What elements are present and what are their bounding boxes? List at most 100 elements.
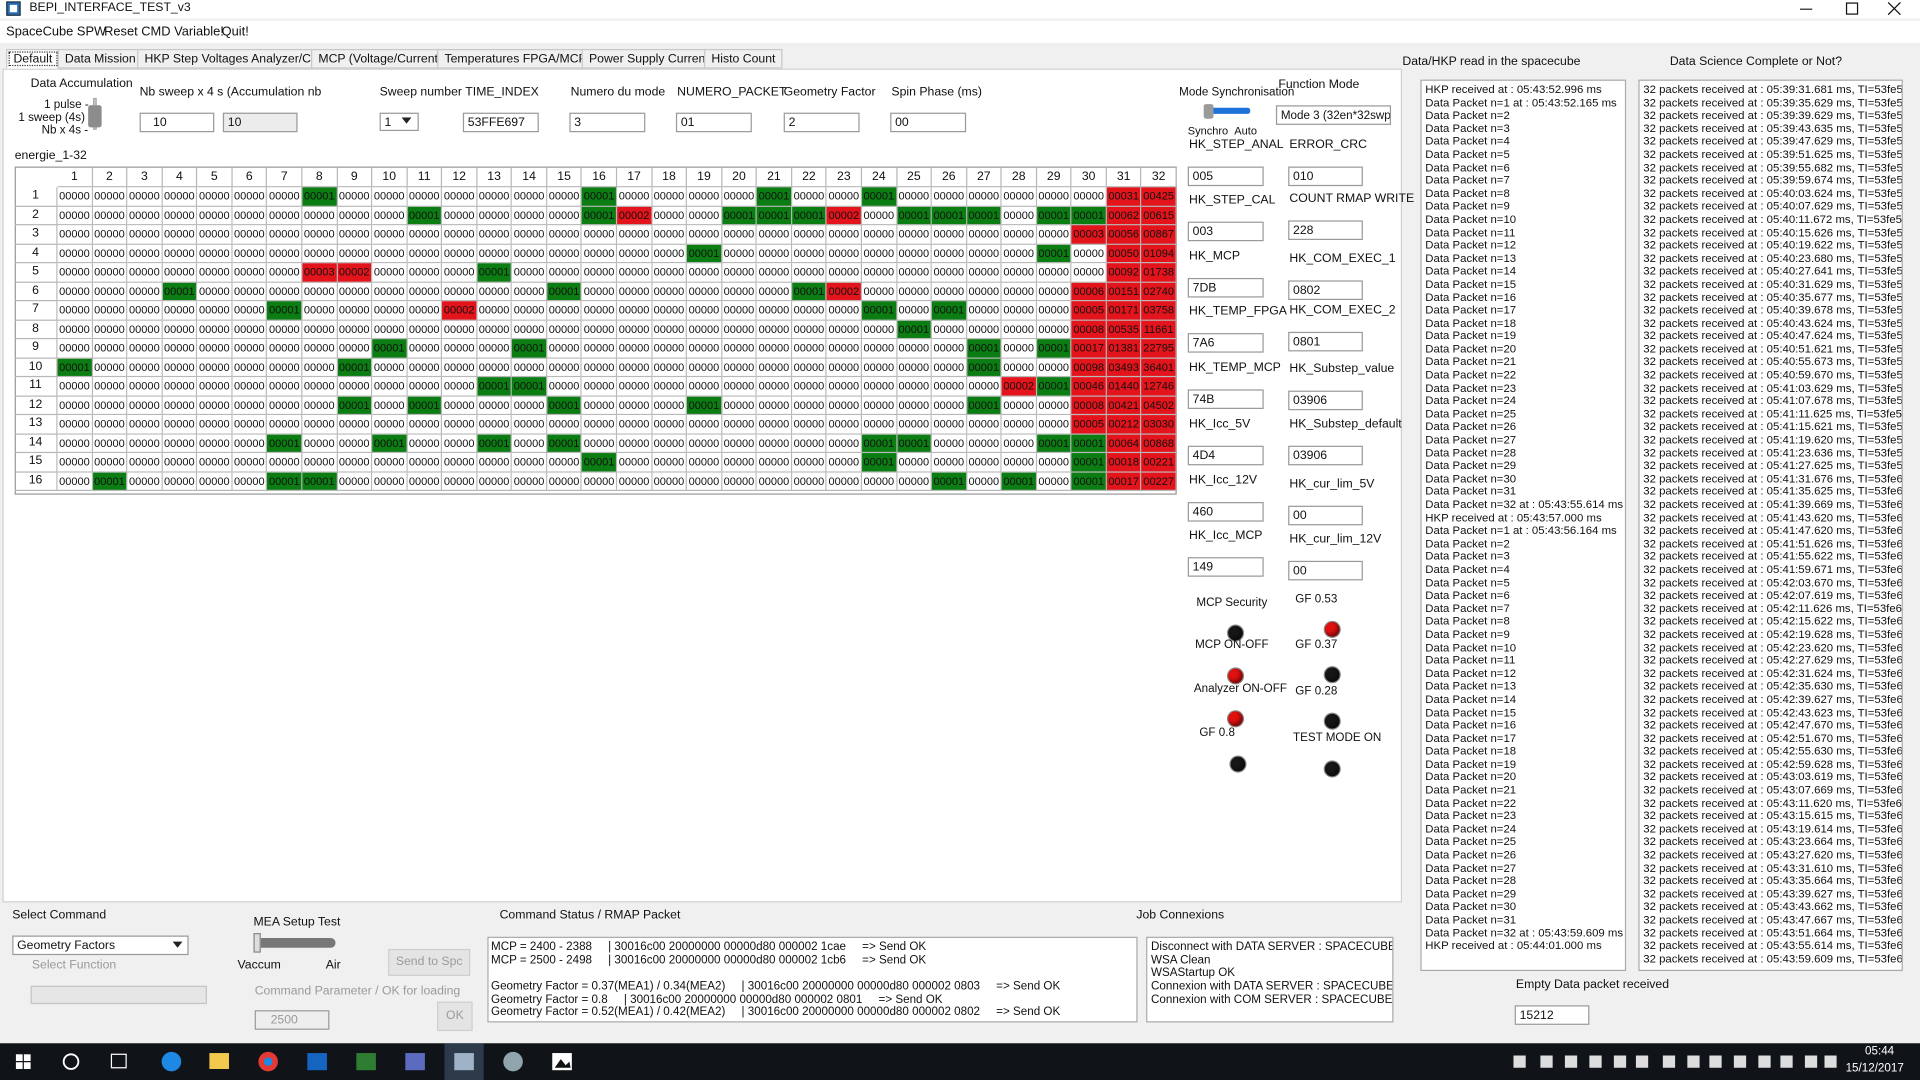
column-header: 23 — [826, 167, 862, 188]
table-cell: 00000 — [792, 377, 827, 397]
column-header: 27 — [966, 167, 1002, 188]
tab[interactable]: Default — [6, 48, 60, 69]
button[interactable]: Send to Spc — [388, 948, 471, 976]
log-line: 32 packets received at : 05:43:39.627 ms… — [1643, 887, 1903, 900]
tray-icons[interactable] — [1506, 1043, 1837, 1080]
log-line: Data Packet n=18 — [1425, 316, 1517, 330]
label: Select Command — [12, 908, 107, 923]
table-cell: 00000 — [652, 206, 688, 226]
combo-disabled — [30, 985, 207, 1005]
table-cell: 00000 — [372, 396, 408, 416]
field-value[interactable]: 53FFE697 — [462, 112, 539, 133]
spinner[interactable]: 10 — [139, 112, 215, 133]
table-cell: 12746 — [1141, 377, 1177, 397]
tab[interactable]: MCP (Voltage/Current) — [311, 48, 450, 69]
outlook[interactable] — [307, 1053, 327, 1071]
table-cell: 00000 — [302, 377, 338, 397]
tab[interactable]: Power Supply Current — [581, 48, 717, 69]
table-cell: 00008 — [1071, 320, 1107, 340]
table-cell: 00001 — [1001, 472, 1037, 492]
table-cell: 00000 — [687, 225, 723, 245]
field-value[interactable]: 3 — [569, 112, 646, 133]
log-line: Data Packet n=17 — [1425, 731, 1517, 745]
field-value[interactable]: 2 — [783, 112, 860, 133]
tab[interactable]: Histo Count — [704, 48, 783, 69]
slider-thumb[interactable] — [253, 933, 261, 953]
button[interactable]: OK — [437, 1001, 473, 1032]
log-line: Data Packet n=26 — [1425, 848, 1517, 861]
log-line: 32 packets received at : 05:43:43.662 ms… — [1643, 900, 1903, 913]
log-line: 32 packets received at : 05:39:47.629 ms… — [1643, 135, 1903, 148]
table-cell: 00000 — [896, 225, 932, 245]
excel[interactable] — [356, 1053, 376, 1071]
table-cell: 00001 — [582, 187, 618, 207]
window-controls[interactable] — [1788, 0, 1910, 18]
clock-date: 15/12/2017 — [1845, 1061, 1904, 1076]
hk-value: 7A6 — [1187, 333, 1264, 353]
table-cell: 00000 — [197, 396, 233, 416]
field-value[interactable]: 01 — [675, 112, 752, 133]
table-cell: 00000 — [197, 339, 233, 359]
search[interactable] — [62, 1053, 80, 1070]
field-value[interactable]: 00 — [890, 112, 967, 133]
table-cell: 00000 — [57, 301, 93, 321]
table-cell: 00000 — [652, 244, 688, 264]
column-header: 6 — [232, 167, 268, 188]
table-cell: 00000 — [477, 453, 513, 473]
table-cell: 00000 — [512, 206, 548, 226]
menu-item[interactable]: Reset CMD Variable! — [104, 24, 224, 40]
spinner[interactable]: 2500 — [254, 1010, 330, 1030]
table-cell: 00000 — [127, 301, 163, 321]
table-cell: 00000 — [127, 263, 163, 283]
table-cell: 00001 — [302, 187, 338, 207]
hk-label: HK_MCP — [1188, 249, 1241, 264]
task-view[interactable] — [110, 1053, 127, 1069]
menu-item[interactable]: Quit! — [221, 24, 249, 40]
taskbar-icons[interactable] — [0, 1043, 588, 1080]
combo[interactable]: Geometry Factors — [12, 935, 189, 956]
table-cell: 00000 — [826, 225, 862, 245]
table-cell: 00000 — [512, 434, 548, 454]
tab[interactable]: HKP Step Voltages Analyzer/Cal — [137, 48, 328, 69]
slider-thumb[interactable] — [88, 105, 102, 128]
combo[interactable]: 1 — [379, 112, 419, 132]
column-header: 14 — [512, 167, 548, 188]
table-cell: 00000 — [792, 453, 827, 473]
table-cell: 00000 — [302, 358, 338, 378]
combo[interactable]: Mode 3 (32en*32swp) — [1275, 105, 1392, 125]
table-cell: 00000 — [442, 472, 478, 492]
table-cell: 00000 — [232, 377, 268, 397]
table-cell: 00000 — [896, 472, 932, 492]
tab[interactable]: Temperatures FPGA/MCP — [437, 48, 595, 69]
hk-value: 00 — [1288, 560, 1363, 581]
indicator-label: GF 0.53 — [1295, 592, 1338, 607]
app[interactable] — [405, 1053, 425, 1071]
table-cell: 00000 — [757, 225, 793, 245]
table-cell: 00171 — [1106, 301, 1142, 321]
maximize[interactable] — [1845, 2, 1859, 15]
app2[interactable] — [503, 1051, 523, 1072]
explorer[interactable] — [209, 1053, 229, 1069]
tab[interactable]: Data Mission — [57, 48, 144, 69]
table-cell: 00018 — [1106, 453, 1142, 473]
table-cell: 00000 — [792, 358, 827, 378]
table-cell: 00000 — [617, 377, 653, 397]
table-cell: 00000 — [931, 377, 967, 397]
edge[interactable] — [161, 1051, 182, 1072]
log-line: 32 packets received at : 05:41:59.671 ms… — [1643, 563, 1903, 576]
table-cell: 00000 — [232, 206, 268, 226]
column-header: 26 — [931, 167, 967, 188]
start-button[interactable] — [15, 1054, 31, 1069]
log-line: Data Packet n=1 at : 05:43:56.164 ms — [1425, 524, 1617, 537]
table-cell: 00000 — [896, 339, 932, 359]
menu-item[interactable]: SpaceCube SPW — [6, 24, 107, 40]
table-cell: 00000 — [861, 339, 897, 359]
slider-thumb[interactable] — [1203, 104, 1214, 119]
hk-value: 7DB — [1187, 277, 1264, 298]
log-line: 32 packets received at : 05:43:27.620 ms… — [1643, 848, 1903, 861]
table-cell: 00000 — [372, 415, 408, 435]
table-cell: 00000 — [442, 187, 478, 207]
log-line: 32 packets received at : 05:43:15.615 ms… — [1643, 809, 1903, 822]
textbox[interactable]: 10 — [222, 112, 298, 133]
close[interactable] — [1887, 2, 1901, 16]
